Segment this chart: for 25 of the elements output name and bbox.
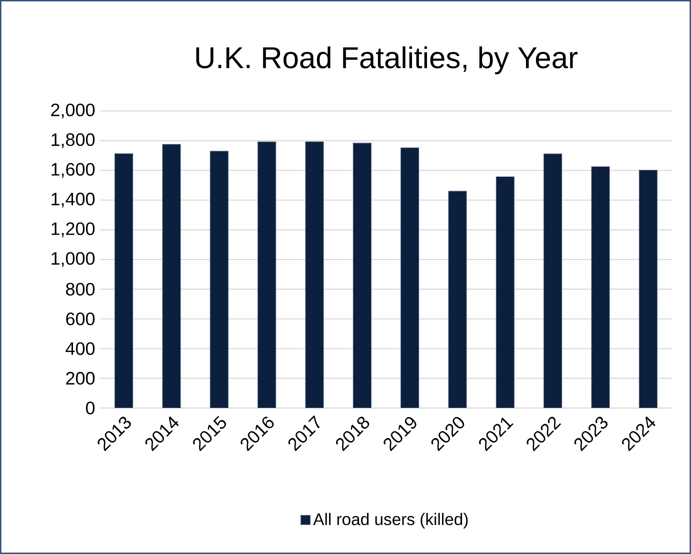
y-tick-label: 200 — [66, 372, 95, 385]
bar — [400, 148, 420, 408]
bar — [114, 153, 134, 408]
y-tick-label: 400 — [66, 342, 95, 355]
y-tick-label: 1,400 — [52, 192, 95, 208]
y-tick-label: 0 — [86, 402, 95, 414]
bar — [305, 141, 324, 408]
bar — [544, 154, 562, 408]
bar — [496, 176, 514, 408]
bar — [210, 150, 228, 408]
chart-title: U.K. Road Fatalities, by Year — [196, 46, 578, 74]
y-tick-label: 600 — [66, 312, 95, 326]
legend-label: All road users (killed) — [313, 512, 468, 528]
bar — [258, 142, 276, 408]
bar — [352, 142, 372, 408]
bar — [638, 170, 658, 408]
y-tick-label: 1,600 — [52, 162, 95, 178]
bar — [591, 166, 610, 408]
y-tick-label: 1,800 — [52, 133, 95, 148]
bar — [448, 190, 467, 408]
y-tick-label: 800 — [66, 282, 95, 296]
y-tick-label: 2,000 — [51, 104, 95, 118]
y-tick-label: 1,000 — [52, 252, 95, 267]
bar — [162, 144, 181, 408]
y-tick-label: 1,200 — [52, 222, 95, 238]
